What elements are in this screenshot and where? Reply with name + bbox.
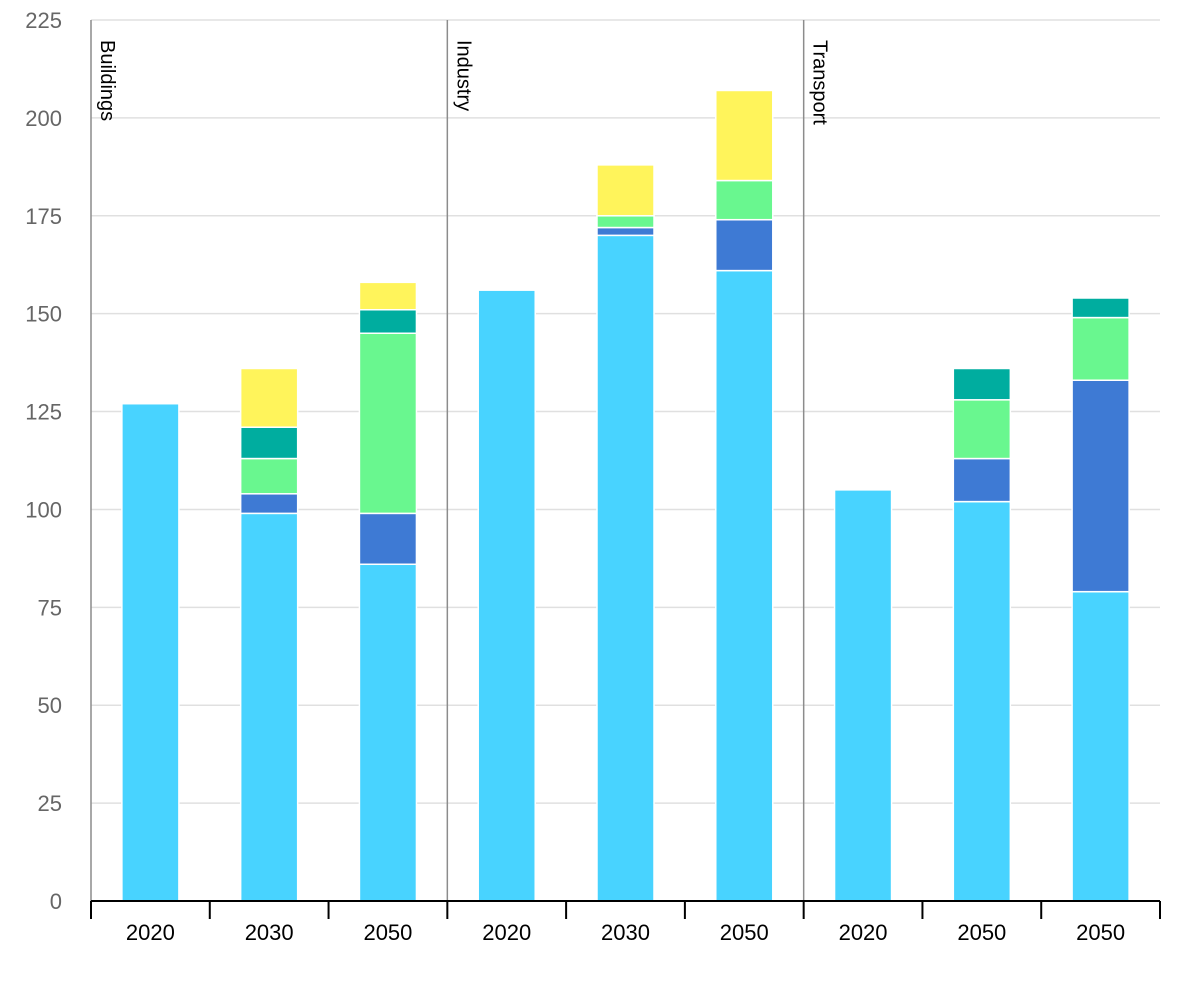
x-tick-label: 2030	[601, 920, 650, 945]
bar-segment	[952, 500, 1012, 902]
bar-segment	[121, 402, 180, 902]
y-tick-label: 200	[25, 106, 62, 131]
bar-segment	[239, 493, 299, 515]
bar-segment	[239, 457, 299, 495]
x-tick-label: 2020	[482, 920, 531, 945]
x-tick-label: 2020	[839, 920, 888, 945]
y-axis: 0 25 50 75 100 125 150 175 200 225	[25, 8, 92, 914]
x-tick-label: 2050	[957, 920, 1006, 945]
group-label: Industry	[452, 40, 474, 111]
bar-segment	[358, 281, 418, 311]
bar-segment	[239, 367, 299, 428]
bar-segment	[715, 89, 774, 182]
y-tick-label: 100	[25, 497, 62, 522]
bar-segment	[952, 457, 1012, 503]
group-label: Transport	[809, 40, 831, 125]
y-tick-label: 175	[25, 204, 62, 229]
y-tick-label: 125	[25, 400, 62, 425]
bar-segment	[715, 179, 774, 221]
x-axis: 2020 2030 2050 2020 2030 2050 2020 2050 2050	[90, 900, 1161, 945]
bar-segment	[239, 512, 299, 902]
bar-segment	[596, 226, 655, 237]
bar-segment	[952, 399, 1012, 460]
group-dividers: Buildings Industry Transport	[96, 20, 831, 901]
group-label: Buildings	[96, 40, 118, 121]
bar-segment	[1071, 379, 1130, 593]
y-tick-label: 0	[50, 889, 62, 914]
y-tick-label: 150	[25, 302, 62, 327]
bar-segment	[477, 289, 536, 902]
y-tick-label: 75	[38, 595, 62, 620]
bar-segment	[596, 234, 655, 902]
y-tick-label: 225	[25, 8, 62, 33]
bar-segment	[715, 218, 774, 272]
bar-segment	[358, 309, 418, 334]
bar-segment	[358, 332, 418, 515]
bar-segment	[715, 269, 774, 902]
y-tick-label: 25	[38, 791, 62, 816]
bars	[121, 89, 1130, 902]
bar-segment	[596, 164, 655, 217]
bar-segment	[1071, 297, 1130, 319]
bar-segment	[239, 426, 299, 460]
bar-segment	[1071, 590, 1130, 902]
x-tick-label: 2020	[126, 920, 175, 945]
x-tick-label: 2030	[245, 920, 294, 945]
bar-segment	[1071, 316, 1130, 381]
bar-segment	[952, 367, 1012, 401]
bar-segment	[833, 489, 893, 902]
bar-segment	[358, 512, 418, 566]
x-tick-label: 2050	[363, 920, 412, 945]
x-tick-label: 2050	[1076, 920, 1125, 945]
bar-segment	[358, 563, 418, 902]
y-tick-label: 50	[38, 693, 62, 718]
bar-segment	[596, 215, 655, 229]
x-tick-label: 2050	[720, 920, 769, 945]
